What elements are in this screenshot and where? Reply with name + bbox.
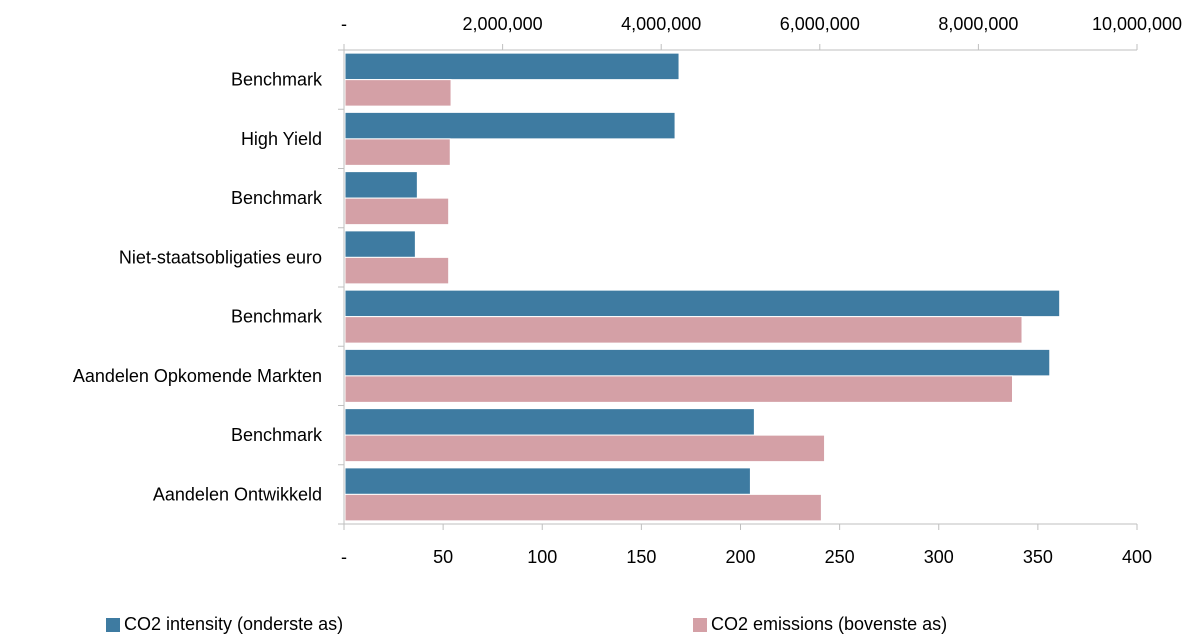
bar-co2-emissions [344, 434, 826, 463]
bar-co2-intensity [344, 111, 676, 140]
legend-label-emissions: CO2 emissions (bovenste as) [711, 614, 948, 634]
bottom-axis-tick-label: 50 [433, 547, 453, 567]
bottom-axis-tick-label: 300 [924, 547, 954, 567]
legend-swatch-intensity [106, 617, 120, 632]
bar-co2-intensity [344, 52, 680, 81]
bar-co2-intensity [344, 408, 755, 436]
top-axis-tick-label: 2,000,000 [463, 14, 543, 34]
top-axis-tick-label: 4,000,000 [621, 14, 701, 34]
bar-co2-intensity [344, 171, 418, 199]
category-label: Benchmark [231, 188, 323, 208]
bottom-axis-tick-label: - [341, 547, 347, 567]
category-label: Benchmark [231, 425, 323, 445]
bar-co2-intensity [344, 289, 1061, 318]
category-label: High Yield [241, 129, 322, 149]
legend-item-intensity: CO2 intensity (onderste as) [106, 614, 343, 635]
bar-co2-emissions [344, 316, 1023, 344]
bottom-axis-tick-label: 350 [1023, 547, 1053, 567]
bar-co2-intensity [344, 467, 751, 495]
bar-co2-emissions [344, 375, 1013, 403]
bottom-axis-tick-label: 200 [725, 547, 755, 567]
bar-co2-intensity [344, 348, 1051, 377]
bar-co2-emissions [344, 256, 450, 285]
bar-co2-emissions [344, 79, 452, 107]
category-label: Aandelen Opkomende Markten [73, 366, 322, 386]
top-axis-tick-label: 8,000,000 [938, 14, 1018, 34]
legend-swatch-emissions [693, 617, 707, 632]
category-label: Niet-staatsobligaties euro [119, 247, 322, 267]
bar-co2-emissions [344, 197, 450, 226]
bar-co2-intensity [344, 230, 416, 258]
bar-co2-emissions [344, 138, 451, 166]
category-label: Benchmark [231, 307, 323, 327]
bottom-axis-tick-label: 150 [626, 547, 656, 567]
bottom-axis-tick-label: 400 [1122, 547, 1152, 567]
top-axis-tick-label: - [341, 14, 347, 34]
category-label: Benchmark [231, 70, 323, 90]
bottom-axis-tick-label: 100 [527, 547, 557, 567]
category-label: Aandelen Ontwikkeld [153, 484, 322, 504]
legend-item-emissions: CO2 emissions (bovenste as) [693, 614, 947, 635]
legend-label-intensity: CO2 intensity (onderste as) [124, 614, 344, 634]
bottom-axis-tick-label: 250 [825, 547, 855, 567]
top-axis-tick-label: 6,000,000 [780, 14, 860, 34]
bar-co2-emissions [344, 493, 822, 522]
top-axis-tick-label: 10,000,000 [1092, 14, 1182, 34]
